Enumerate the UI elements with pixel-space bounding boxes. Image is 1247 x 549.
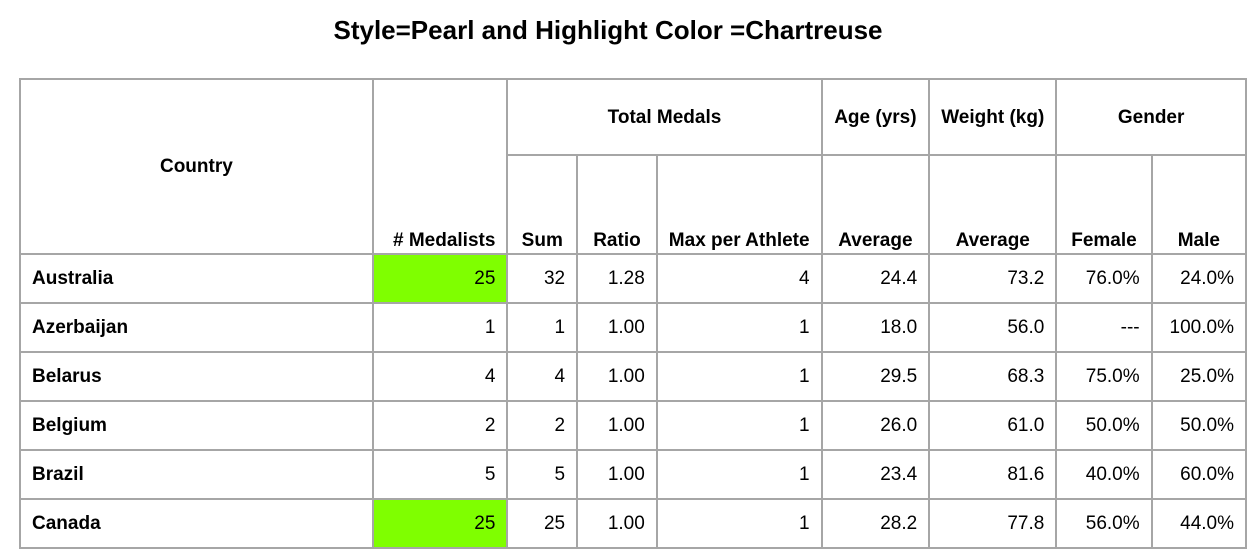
cell-male: 25.0% [1150, 351, 1247, 402]
header-sum: Sum [506, 154, 579, 255]
cell-sum: 25 [506, 498, 579, 549]
table-header: Country # Medalists Total Medals Age (yr… [19, 78, 1247, 255]
table-row: Belarus 4 4 1.00 1 29.5 68.3 75.0% 25.0% [19, 351, 1247, 402]
cell-ratio: 1.00 [576, 302, 658, 353]
cell-country: Azerbaijan [19, 302, 374, 353]
cell-male: 60.0% [1150, 449, 1247, 500]
cell-country: Belarus [19, 351, 374, 402]
cell-country: Brazil [19, 449, 374, 500]
cell-medalists: 1 [371, 302, 509, 353]
table-row: Canada 25 25 1.00 1 28.2 77.8 56.0% 44.0… [19, 498, 1247, 549]
cell-country: Belgium [19, 400, 374, 451]
cell-female: 76.0% [1055, 253, 1153, 304]
table-row: Azerbaijan 1 1 1.00 1 18.0 56.0 --- 100.… [19, 302, 1247, 353]
cell-sum: 5 [506, 449, 579, 500]
cell-medalists: 25 [371, 253, 509, 304]
cell-sum: 1 [506, 302, 579, 353]
cell-weight: 61.0 [928, 400, 1058, 451]
header-ratio: Ratio [576, 154, 658, 255]
report-title: Style=Pearl and Highlight Color =Chartre… [333, 15, 883, 45]
cell-medalists: 4 [371, 351, 509, 402]
header-age: Age (yrs) [820, 78, 931, 156]
cell-max: 1 [655, 498, 823, 549]
cell-weight: 73.2 [928, 253, 1058, 304]
cell-female: 40.0% [1055, 449, 1153, 500]
cell-max: 4 [655, 253, 823, 304]
cell-female: --- [1055, 302, 1153, 353]
cell-medalists: 25 [371, 498, 509, 549]
cell-age: 26.0 [820, 400, 931, 451]
header-max-per-athlete: Max per Athlete [655, 154, 823, 255]
cell-weight: 81.6 [928, 449, 1058, 500]
header-medalists: # Medalists [371, 78, 509, 255]
header-gender: Gender [1055, 78, 1247, 156]
cell-age: 24.4 [820, 253, 931, 304]
cell-ratio: 1.00 [576, 449, 658, 500]
header-male: Male [1150, 154, 1247, 255]
cell-age: 23.4 [820, 449, 931, 500]
header-female: Female [1055, 154, 1153, 255]
cell-weight: 56.0 [928, 302, 1058, 353]
cell-age: 28.2 [820, 498, 931, 549]
cell-country: Canada [19, 498, 374, 549]
cell-max: 1 [655, 400, 823, 451]
cell-female: 56.0% [1055, 498, 1153, 549]
cell-country: Australia [19, 253, 374, 304]
cell-ratio: 1.28 [576, 253, 658, 304]
cell-max: 1 [655, 351, 823, 402]
cell-sum: 32 [506, 253, 579, 304]
cell-weight: 68.3 [928, 351, 1058, 402]
header-total-medals: Total Medals [506, 78, 823, 156]
header-weight: Weight (kg) [928, 78, 1058, 156]
cell-sum: 2 [506, 400, 579, 451]
cell-female: 75.0% [1055, 351, 1153, 402]
cell-ratio: 1.00 [576, 351, 658, 402]
header-age-average: Average [820, 154, 931, 255]
cell-medalists: 5 [371, 449, 509, 500]
medals-table: Country # Medalists Total Medals Age (yr… [19, 78, 1247, 549]
cell-weight: 77.8 [928, 498, 1058, 549]
cell-male: 100.0% [1150, 302, 1247, 353]
cell-female: 50.0% [1055, 400, 1153, 451]
cell-ratio: 1.00 [576, 498, 658, 549]
table-body: Australia 25 32 1.28 4 24.4 73.2 76.0% 2… [19, 253, 1247, 549]
cell-sum: 4 [506, 351, 579, 402]
cell-male: 44.0% [1150, 498, 1247, 549]
header-country: Country [19, 78, 374, 255]
cell-male: 50.0% [1150, 400, 1247, 451]
header-weight-average: Average [928, 154, 1058, 255]
cell-medalists: 2 [371, 400, 509, 451]
table-row: Belgium 2 2 1.00 1 26.0 61.0 50.0% 50.0% [19, 400, 1247, 451]
cell-max: 1 [655, 302, 823, 353]
cell-age: 29.5 [820, 351, 931, 402]
cell-ratio: 1.00 [576, 400, 658, 451]
table-row: Australia 25 32 1.28 4 24.4 73.2 76.0% 2… [19, 253, 1247, 304]
cell-male: 24.0% [1150, 253, 1247, 304]
cell-age: 18.0 [820, 302, 931, 353]
table-row: Brazil 5 5 1.00 1 23.4 81.6 40.0% 60.0% [19, 449, 1247, 500]
cell-max: 1 [655, 449, 823, 500]
